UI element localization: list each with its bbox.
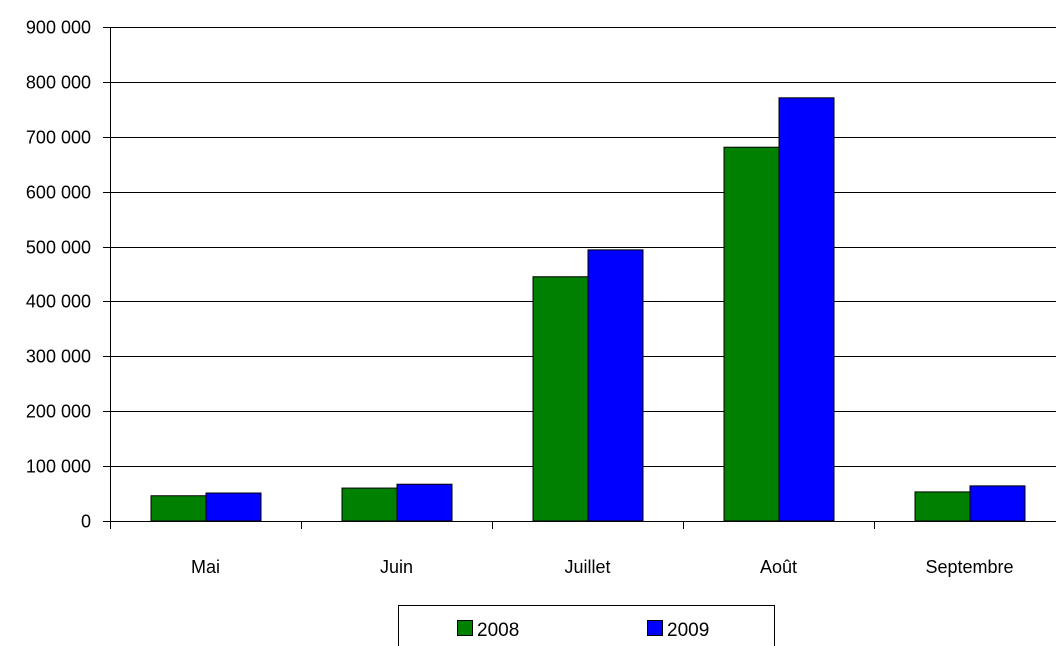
bar-2009-août: [778, 97, 835, 522]
bar-2009-juin: [396, 483, 453, 522]
bar-2008-mai: [150, 495, 207, 522]
y-tick-label: 0: [81, 512, 91, 532]
grid-lines: [110, 27, 1056, 467]
y-tick-label: 600 000: [26, 183, 91, 203]
legend: 2008 2009: [398, 605, 775, 646]
x-tick-label: Juin: [380, 557, 413, 577]
bar-2008-juin: [341, 487, 398, 522]
y-tick-label: 500 000: [26, 238, 91, 258]
x-tick-label: Août: [760, 557, 797, 577]
legend-label-2009: 2009: [667, 620, 709, 641]
y-tick-label: 900 000: [26, 18, 91, 38]
bars-group: [150, 97, 1026, 522]
bar-2009-mai: [205, 492, 262, 522]
bar-2008-août: [723, 146, 780, 522]
legend-swatch-2008: [457, 620, 473, 636]
legend-label-2008: 2008: [477, 620, 519, 641]
y-tick-label: 700 000: [26, 128, 91, 148]
legend-swatch-2009: [647, 620, 663, 636]
x-tick-label: Juillet: [564, 557, 610, 577]
legend-box: [398, 605, 775, 646]
y-tick-label: 200 000: [26, 402, 91, 422]
x-axis: Mai Juin Juillet Août Septembre: [110, 521, 1056, 577]
y-tick-label: 400 000: [26, 292, 91, 312]
y-axis: 0 100 000 200 000 300 000 400 000 500 000 600 …: [26, 18, 111, 532]
bar-2009-juillet: [587, 249, 644, 522]
bar-2008-juillet: [532, 276, 589, 522]
y-tick-label: 100 000: [26, 457, 91, 477]
x-tick-label: Mai: [191, 557, 220, 577]
bar-2008-septembre: [914, 491, 971, 522]
bar-2009-septembre: [969, 485, 1026, 522]
x-tick-label: Septembre: [925, 557, 1013, 577]
y-tick-label: 300 000: [26, 347, 91, 367]
y-tick-label: 800 000: [26, 73, 91, 93]
